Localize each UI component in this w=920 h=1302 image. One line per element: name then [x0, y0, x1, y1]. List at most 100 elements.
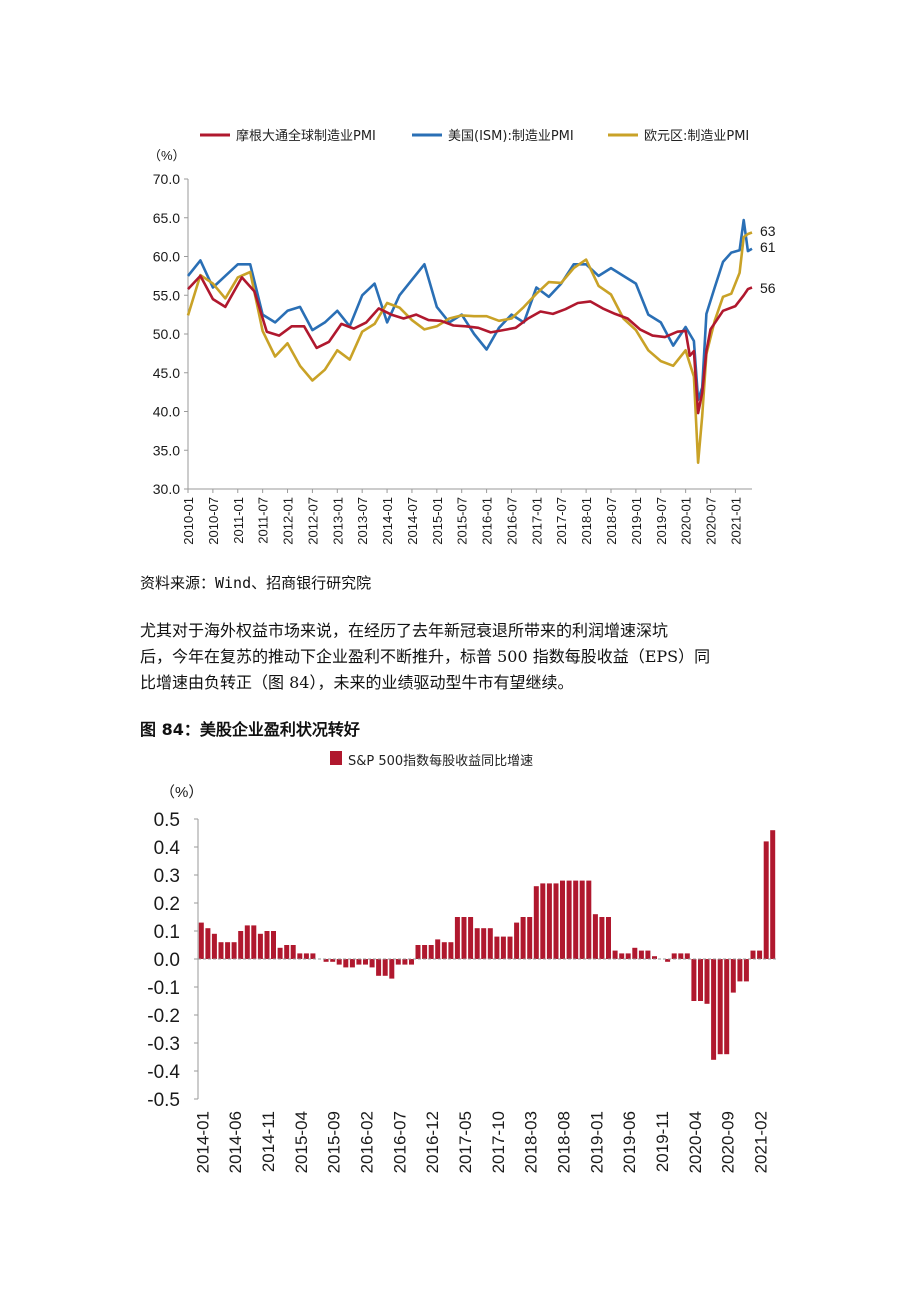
- bar: [540, 883, 546, 959]
- y-tick-label: -0.1: [147, 978, 180, 999]
- bar: [382, 959, 388, 976]
- bar: [310, 953, 316, 959]
- x-tick-label: 2018-08: [555, 1111, 574, 1173]
- bar: [454, 917, 460, 959]
- bar: [264, 931, 270, 959]
- y-tick-label: 45.0: [153, 365, 180, 381]
- bar: [205, 928, 211, 959]
- bar: [277, 947, 283, 959]
- bar: [638, 950, 644, 959]
- x-tick-label: 2016-01: [480, 497, 495, 545]
- bar: [409, 959, 414, 965]
- bar: [461, 917, 467, 959]
- bar: [343, 959, 349, 968]
- bar: [560, 880, 565, 959]
- paragraph-line-2: 后，今年在复苏的推动下企业盈利不断推升，标普 500 指数每股收益（EPS）同: [140, 647, 711, 666]
- y-tick-label: 0.0: [154, 950, 180, 971]
- bar: [290, 945, 296, 959]
- y-tick-label: 50.0: [153, 326, 180, 342]
- x-tick-label: 2014-06: [226, 1111, 245, 1173]
- bar: [435, 939, 441, 959]
- bar: [678, 953, 684, 959]
- y-tick-label: 60.0: [153, 249, 180, 265]
- bar: [507, 936, 513, 959]
- x-tick-label: 2016-02: [357, 1111, 376, 1173]
- y-tick-label: 40.0: [153, 404, 180, 420]
- x-tick-label: 2015-09: [325, 1111, 344, 1173]
- bar: [619, 953, 625, 959]
- bar: [684, 953, 690, 959]
- y-tick-label: 0.5: [154, 810, 180, 831]
- bar: [533, 886, 539, 959]
- bar: [573, 880, 579, 959]
- bar: [711, 959, 717, 1060]
- bar: [737, 959, 743, 982]
- bar: [691, 959, 697, 1001]
- legend-label-3: 欧元区:制造业PMI: [644, 129, 749, 144]
- body-paragraph: 尤其对于海外权益市场来说，在经历了去年新冠衰退所带来的利润增速深坑 后，今年在复…: [140, 618, 790, 696]
- bar: [763, 841, 769, 959]
- bar: [546, 883, 552, 959]
- x-tick-label: 2019-01: [587, 1111, 606, 1173]
- bar: [724, 959, 730, 1055]
- bar: [671, 953, 677, 959]
- x-tick-label: 2019-06: [620, 1111, 639, 1173]
- x-tick-label: 2018-01: [579, 497, 594, 545]
- bar: [303, 953, 309, 959]
- y-tick-label: 0.2: [154, 894, 180, 915]
- series-line-1: [187, 274, 753, 415]
- x-tick-label: 2017-05: [456, 1111, 475, 1173]
- bar: [592, 914, 598, 959]
- bar: [369, 959, 375, 968]
- y-tick-label: 35.0: [153, 442, 180, 458]
- bar: [231, 942, 237, 959]
- end-value-label-3: 63: [760, 223, 776, 239]
- x-tick-label: 2017-01: [529, 497, 544, 545]
- bar: [238, 931, 244, 959]
- bar: [481, 928, 487, 959]
- y-tick-label: 70.0: [153, 171, 180, 187]
- x-tick-label: 2020-04: [686, 1111, 705, 1173]
- end-value-label-1: 56: [760, 280, 776, 296]
- bar: [717, 959, 723, 1055]
- bar: [468, 917, 474, 959]
- bar: [244, 925, 250, 959]
- paragraph-line-1: 尤其对于海外权益市场来说，在经历了去年新冠衰退所带来的利润增速深坑: [140, 621, 669, 640]
- bar: [389, 959, 395, 979]
- bar: [599, 917, 605, 959]
- legend-label: S&P 500指数每股收益同比增速: [348, 753, 533, 769]
- y-tick-label: 0.1: [154, 922, 180, 943]
- bar: [225, 942, 231, 959]
- bar: [494, 936, 500, 959]
- legend-label-2: 美国(ISM):制造业PMI: [448, 129, 574, 144]
- source-note: 资料来源：Wind、招商银行研究院: [140, 574, 372, 592]
- y-tick-label: 0.4: [154, 838, 181, 859]
- x-tick-label: 2019-01: [629, 497, 644, 545]
- x-tick-label: 2018-07: [604, 497, 619, 545]
- bar: [474, 928, 480, 959]
- bar: [198, 922, 204, 959]
- bar: [284, 945, 290, 959]
- bar: [730, 959, 736, 993]
- bar: [336, 959, 342, 965]
- x-tick-label: 2010-07: [206, 497, 221, 545]
- bar: [520, 917, 526, 959]
- x-tick-label: 2015-04: [292, 1111, 311, 1173]
- series-line-3: [186, 231, 753, 464]
- bar: [625, 953, 631, 959]
- x-tick-label: 2016-12: [423, 1111, 442, 1173]
- x-tick-label: 2011-07: [256, 497, 271, 544]
- x-tick-label: 2017-10: [489, 1111, 508, 1173]
- figure-title: 图 84：美股企业盈利状况转好: [140, 720, 360, 739]
- bar: [514, 922, 520, 959]
- legend-label-1: 摩根大通全球制造业PMI: [236, 128, 376, 144]
- bar: [402, 959, 408, 965]
- x-tick-label: 2019-11: [653, 1111, 672, 1172]
- bar: [251, 925, 257, 959]
- bar: [428, 945, 434, 959]
- x-tick-label: 2014-11: [259, 1111, 278, 1172]
- bar: [750, 950, 756, 959]
- x-tick-label: 2015-01: [430, 497, 445, 545]
- x-tick-label: 2012-07: [305, 497, 320, 545]
- bar: [500, 936, 506, 959]
